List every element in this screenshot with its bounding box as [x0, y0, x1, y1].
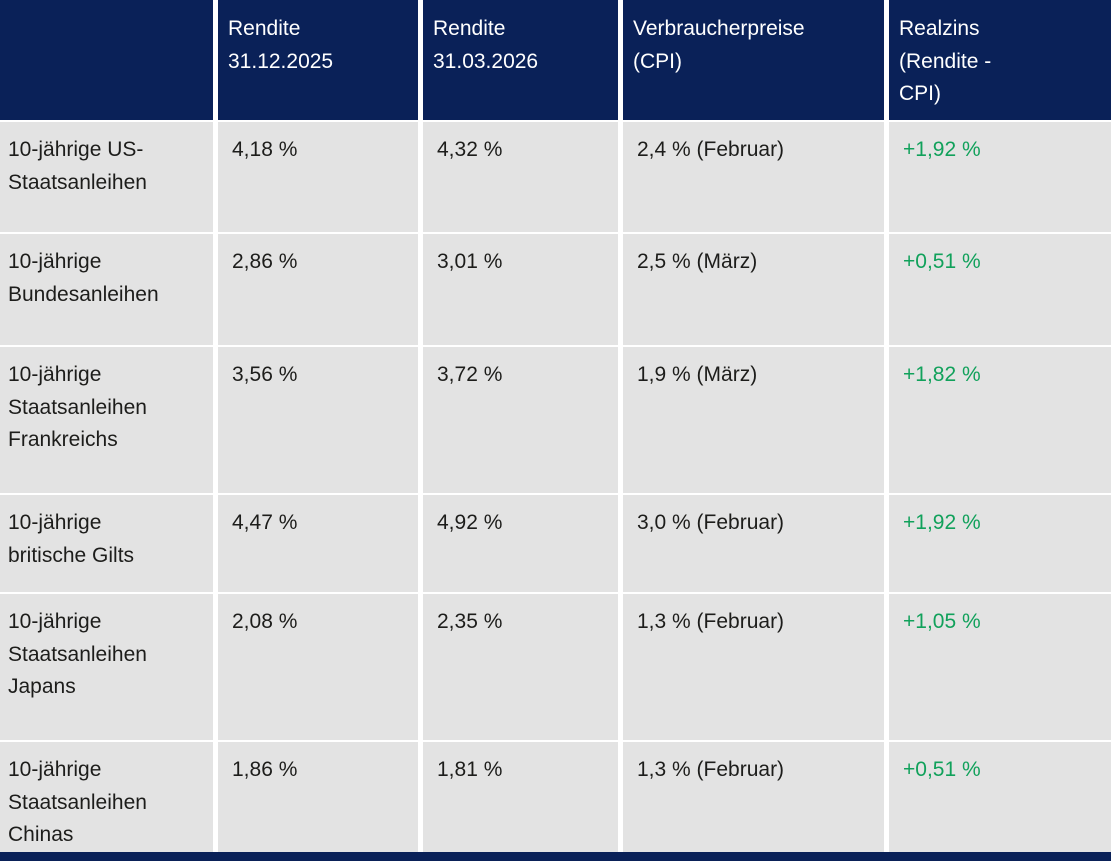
row-label-bundesanleihen: 10-jährige Bundesanleihen	[0, 234, 213, 345]
row-label-frankreich: 10-jährige Staatsanleihen Frankreichs	[0, 347, 213, 493]
cell-jp-rendite-2026: 2,35 %	[423, 594, 618, 740]
row-label-us-staatsanleihen: 10-jährige US- Staatsanleihen	[0, 122, 213, 232]
row-label-japan: 10-jährige Staatsanleihen Japans	[0, 594, 213, 740]
cell-jp-cpi: 1,3 % (Februar)	[623, 594, 884, 740]
table-bottom-border	[0, 852, 1111, 861]
row-label-britische-gilts: 10-jährige britische Gilts	[0, 495, 213, 592]
cell-de-rendite-2025: 2,86 %	[218, 234, 418, 345]
cell-uk-cpi: 3,0 % (Februar)	[623, 495, 884, 592]
header-cell-rendite-31-12-2025: Rendite 31.12.2025	[218, 0, 418, 120]
cell-de-cpi: 2,5 % (März)	[623, 234, 884, 345]
cell-jp-rendite-2025: 2,08 %	[218, 594, 418, 740]
cell-uk-rendite-2025: 4,47 %	[218, 495, 418, 592]
cell-uk-rendite-2026: 4,92 %	[423, 495, 618, 592]
cell-cn-rendite-2025: 1,86 %	[218, 742, 418, 852]
header-cell-empty	[0, 0, 213, 120]
cell-uk-realzins: +1,92 %	[889, 495, 1111, 592]
cell-us-rendite-2025: 4,18 %	[218, 122, 418, 232]
cell-de-rendite-2026: 3,01 %	[423, 234, 618, 345]
row-label-china: 10-jährige Staatsanleihen Chinas	[0, 742, 213, 852]
header-cell-verbraucherpreise-cpi: Verbraucherpreise (CPI)	[623, 0, 884, 120]
cell-cn-realzins: +0,51 %	[889, 742, 1111, 852]
cell-de-realzins: +0,51 %	[889, 234, 1111, 345]
header-cell-realzins: Realzins (Rendite - CPI)	[889, 0, 1111, 120]
cell-us-rendite-2026: 4,32 %	[423, 122, 618, 232]
cell-cn-cpi: 1,3 % (Februar)	[623, 742, 884, 852]
cell-fr-rendite-2026: 3,72 %	[423, 347, 618, 493]
cell-us-cpi: 2,4 % (Februar)	[623, 122, 884, 232]
cell-fr-rendite-2025: 3,56 %	[218, 347, 418, 493]
cell-us-realzins: +1,92 %	[889, 122, 1111, 232]
header-cell-rendite-31-03-2026: Rendite 31.03.2026	[423, 0, 618, 120]
cell-fr-realzins: +1,82 %	[889, 347, 1111, 493]
cell-jp-realzins: +1,05 %	[889, 594, 1111, 740]
cell-cn-rendite-2026: 1,81 %	[423, 742, 618, 852]
cell-fr-cpi: 1,9 % (März)	[623, 347, 884, 493]
